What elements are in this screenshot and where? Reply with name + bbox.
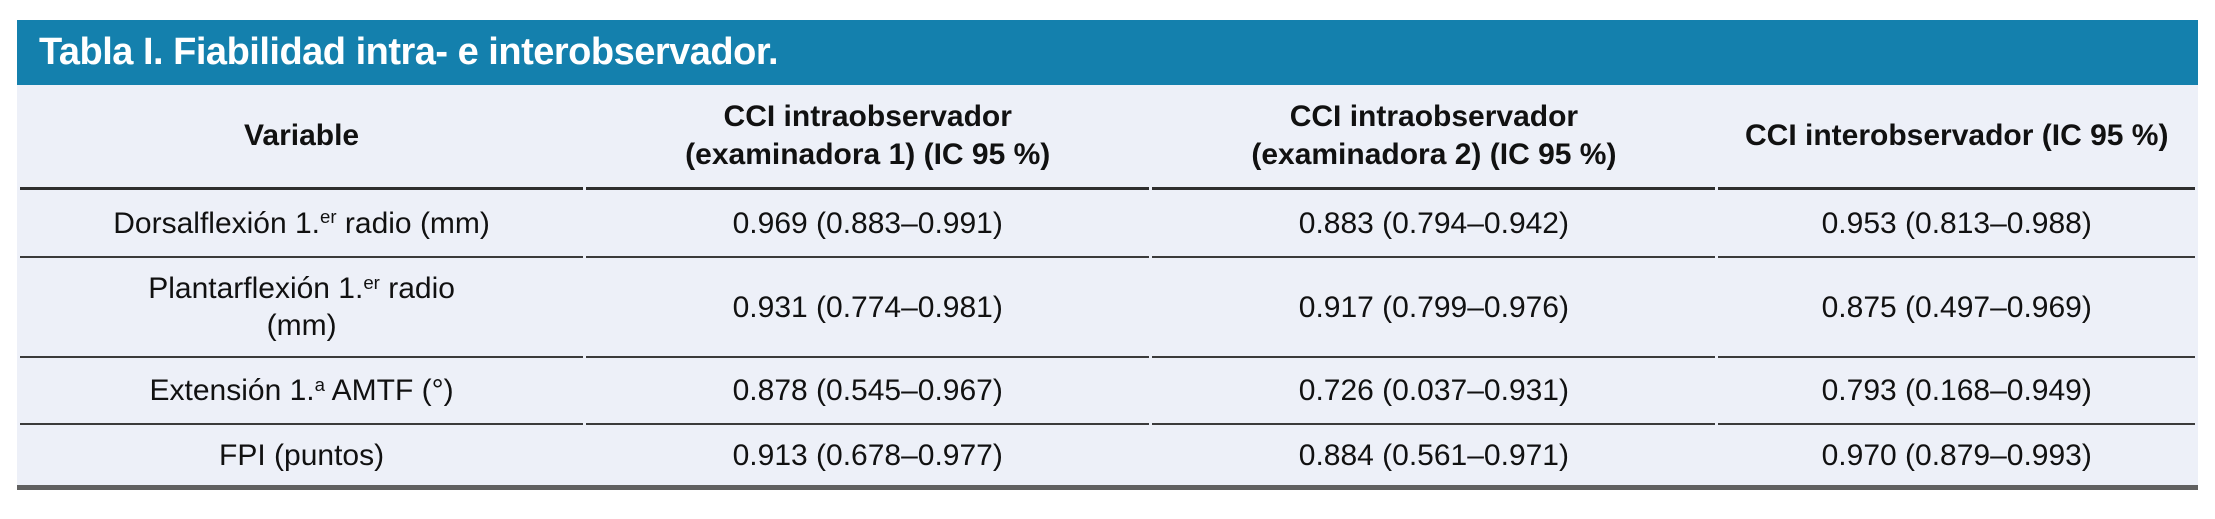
- variable-label-line2: (mm): [266, 309, 337, 342]
- cell-variable: FPI (puntos): [20, 425, 584, 485]
- table-row: Dorsalflexión 1.er radio (mm) 0.969 (0.8…: [20, 190, 2195, 258]
- ordinal-superscript: er: [363, 271, 380, 293]
- cell-cci-intra-ex1: 0.931 (0.774–0.981): [586, 258, 1150, 358]
- col-header-variable-label: Variable: [244, 119, 360, 152]
- cell-cci-intra-ex1: 0.969 (0.883–0.991): [586, 190, 1150, 258]
- cell-cci-intra-ex1: 0.913 (0.678–0.977): [586, 425, 1150, 485]
- col-header-line1: CCI intraobservador: [723, 100, 1012, 133]
- table-row: Extensión 1.a AMTF (°) 0.878 (0.545–0.96…: [20, 358, 2195, 425]
- col-header-cci-intra-ex2: CCI intraobservador (examinadora 2) (IC …: [1152, 85, 1716, 190]
- cell-cci-intra-ex2: 0.917 (0.799–0.976): [1152, 258, 1716, 358]
- header-row: Variable CCI intraobservador (examinador…: [20, 85, 2195, 190]
- cell-variable: Dorsalflexión 1.er radio (mm): [20, 190, 584, 258]
- variable-label: Dorsalflexión 1.er radio (mm): [113, 206, 490, 240]
- cell-cci-intra-ex1: 0.878 (0.545–0.967): [586, 358, 1150, 425]
- variable-label: Plantarflexión 1.er radio: [148, 271, 455, 305]
- col-header-line1: CCI intraobservador: [1289, 100, 1579, 133]
- cell-variable: Extensión 1.a AMTF (°): [20, 358, 584, 425]
- cell-cci-intra-ex2: 0.884 (0.561–0.971): [1152, 425, 1716, 485]
- variable-label: Extensión 1.a AMTF (°): [149, 373, 454, 407]
- cell-cci-inter: 0.953 (0.813–0.988): [1718, 190, 2195, 258]
- ordinal-superscript: er: [320, 206, 337, 228]
- reliability-table: Variable CCI intraobservador (examinador…: [17, 85, 2198, 490]
- cell-cci-inter: 0.875 (0.497–0.969): [1718, 258, 2195, 358]
- col-header-cci-intra-ex1: CCI intraobservador (examinadora 1) (IC …: [586, 85, 1150, 190]
- table-title-bar: Tabla I. Fiabilidad intra- e interobserv…: [17, 20, 2198, 85]
- table-figure: Tabla I. Fiabilidad intra- e interobserv…: [17, 20, 2198, 490]
- table-title: Tabla I. Fiabilidad intra- e interobserv…: [39, 31, 779, 73]
- cell-cci-inter: 0.970 (0.879–0.993): [1718, 425, 2195, 485]
- cell-cci-intra-ex2: 0.883 (0.794–0.942): [1152, 190, 1716, 258]
- col-header-cci-inter: CCI interobservador (IC 95 %): [1718, 85, 2195, 190]
- variable-label: FPI (puntos): [219, 438, 385, 472]
- col-header-line2: (examinadora 1) (IC 95 %): [685, 138, 1051, 171]
- cell-variable: Plantarflexión 1.er radio (mm): [20, 258, 584, 358]
- col-header-variable: Variable: [20, 85, 584, 190]
- table-row: FPI (puntos) 0.913 (0.678–0.977) 0.884 (…: [20, 425, 2195, 485]
- col-header-cci-inter-label: CCI interobservador (IC 95 %): [1745, 119, 2169, 152]
- table-row: Plantarflexión 1.er radio (mm) 0.931 (0.…: [20, 258, 2195, 358]
- cell-cci-inter: 0.793 (0.168–0.949): [1718, 358, 2195, 425]
- col-header-line2: (examinadora 2) (IC 95 %): [1251, 138, 1617, 171]
- cell-cci-intra-ex2: 0.726 (0.037–0.931): [1152, 358, 1716, 425]
- ordinal-superscript: a: [314, 373, 325, 395]
